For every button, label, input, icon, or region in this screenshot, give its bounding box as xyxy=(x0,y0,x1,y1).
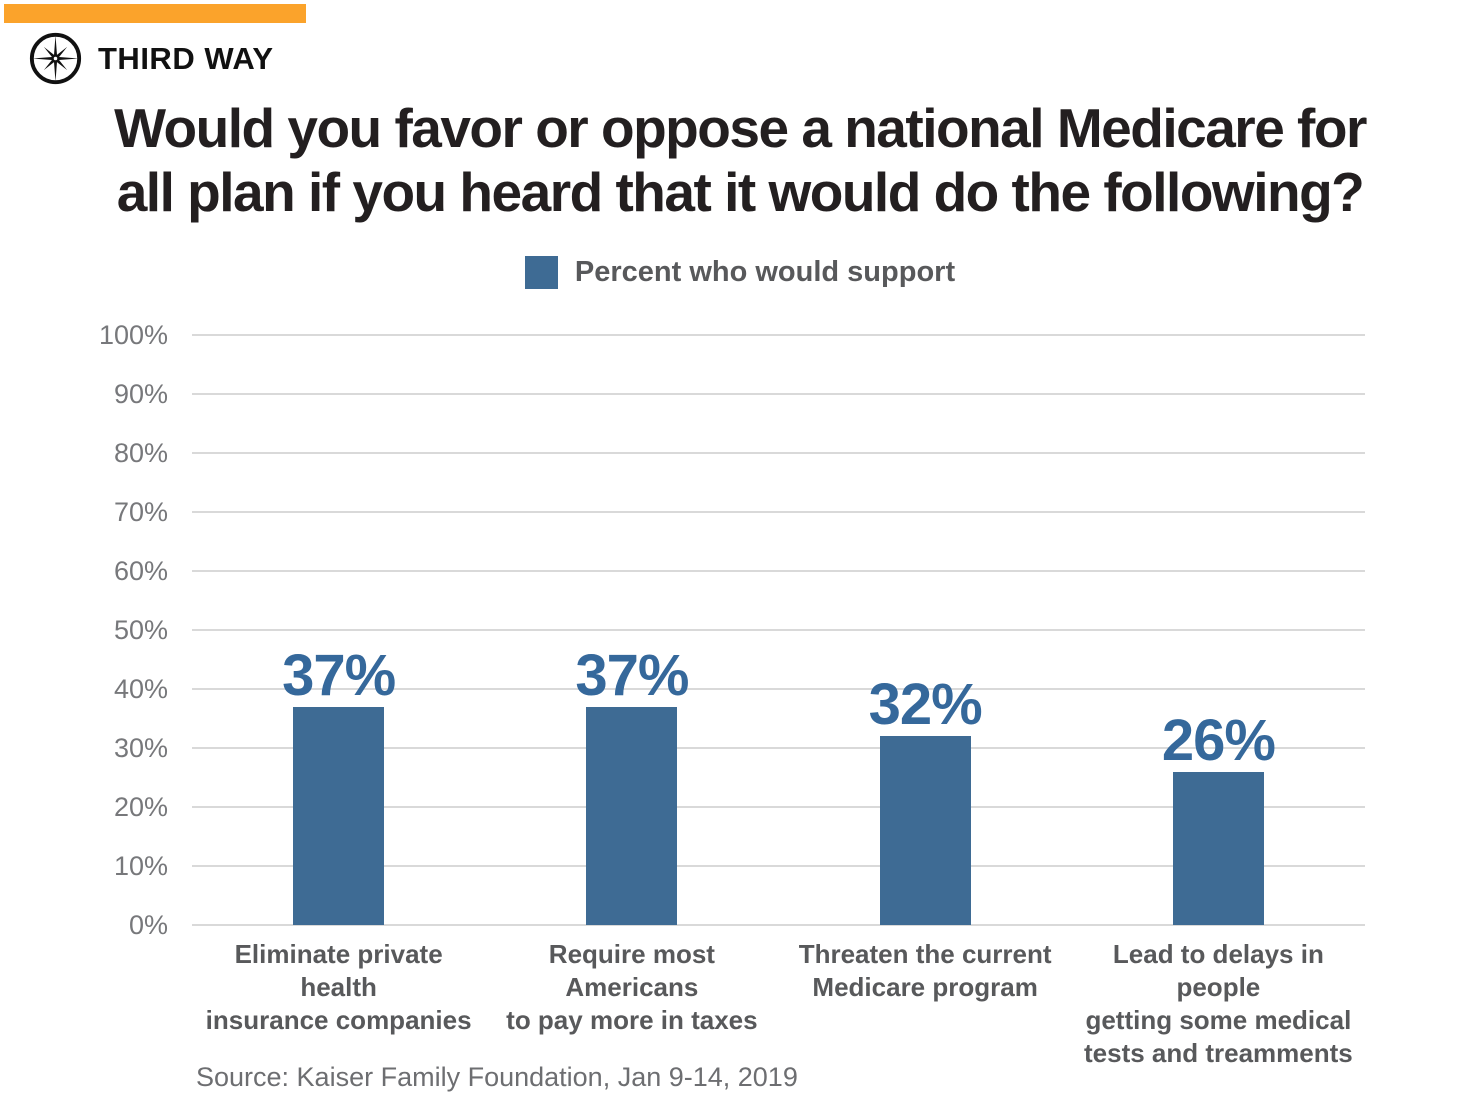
y-tick-label: 10% xyxy=(113,851,168,881)
category-label-line: to pay more in taxes xyxy=(506,1005,758,1035)
legend: Percent who would support xyxy=(0,256,1480,289)
y-tick-label: 80% xyxy=(113,438,168,468)
gridline xyxy=(192,747,1365,749)
gridline xyxy=(192,806,1365,808)
bar-value-label: 26% xyxy=(1161,707,1276,773)
source-note: Source: Kaiser Family Foundation, Jan 9-… xyxy=(196,1062,798,1092)
gridline xyxy=(192,924,1365,926)
plot-area: 37% 37% 32% 26% xyxy=(192,334,1365,926)
legend-label: Percent who would support xyxy=(574,256,956,288)
gridline xyxy=(192,393,1365,395)
legend-swatch xyxy=(524,256,558,289)
category-label-line: tests and treamments xyxy=(1083,1038,1353,1068)
chart-title-line-2: all plan if you heard that it would do t… xyxy=(116,161,1365,223)
gridline xyxy=(192,865,1365,867)
x-axis-labels: Eliminate private health insurance compan… xyxy=(192,938,1365,1070)
y-tick-label: 50% xyxy=(113,615,168,645)
category-label-4: Lead to delays in people getting some med… xyxy=(1072,938,1365,1070)
y-tick-label: 20% xyxy=(113,792,168,822)
bar-3 xyxy=(879,736,971,925)
y-tick-label: 60% xyxy=(113,556,168,586)
category-label-3: Threaten the current Medicare program xyxy=(779,938,1072,1070)
accent-bar xyxy=(4,4,306,23)
y-tick-label: 0% xyxy=(128,910,168,940)
y-tick-label: 70% xyxy=(113,497,168,527)
category-label-line: insurance companies xyxy=(205,1005,472,1035)
category-label-line: Threaten the current xyxy=(798,939,1052,969)
gridline xyxy=(192,570,1365,572)
bar-value-label: 32% xyxy=(868,672,983,738)
gridline xyxy=(192,688,1365,690)
compass-icon xyxy=(29,32,82,85)
y-tick-label: 90% xyxy=(113,379,168,409)
gridline xyxy=(192,629,1365,631)
gridline xyxy=(192,452,1365,454)
category-label-line: Require most Americans xyxy=(548,939,715,1002)
y-tick-label: 40% xyxy=(113,674,168,704)
brand-name: THIRD WAY xyxy=(98,40,274,76)
chart-title-line-1: Would you favor or oppose a national Med… xyxy=(114,97,1367,159)
category-label-line: getting some medical xyxy=(1085,1005,1352,1035)
bar-value-label: 37% xyxy=(282,642,396,708)
gridline xyxy=(192,511,1365,513)
gridline xyxy=(192,334,1365,336)
bar-value-label: 37% xyxy=(575,642,689,708)
chart-title: Would you favor or oppose a national Med… xyxy=(20,96,1460,224)
category-label-line: Eliminate private health xyxy=(234,939,443,1002)
y-tick-label: 100% xyxy=(98,320,168,350)
category-label-line: Lead to delays in people xyxy=(1112,939,1324,1002)
bar-4 xyxy=(1172,771,1264,925)
category-label-1: Eliminate private health insurance compan… xyxy=(192,938,485,1070)
brand-logo: THIRD WAY xyxy=(28,31,274,86)
bar-1 xyxy=(293,706,385,925)
y-tick-label: 30% xyxy=(113,733,168,763)
y-axis-labels: 0% 10% 20% 30% 40% 50% 60% 70% 80% 90% 100% xyxy=(0,320,168,940)
bar-2 xyxy=(586,706,678,925)
category-label-line: Medicare program xyxy=(812,972,1038,1002)
category-label-2: Require most Americans to pay more in tax… xyxy=(485,938,778,1070)
